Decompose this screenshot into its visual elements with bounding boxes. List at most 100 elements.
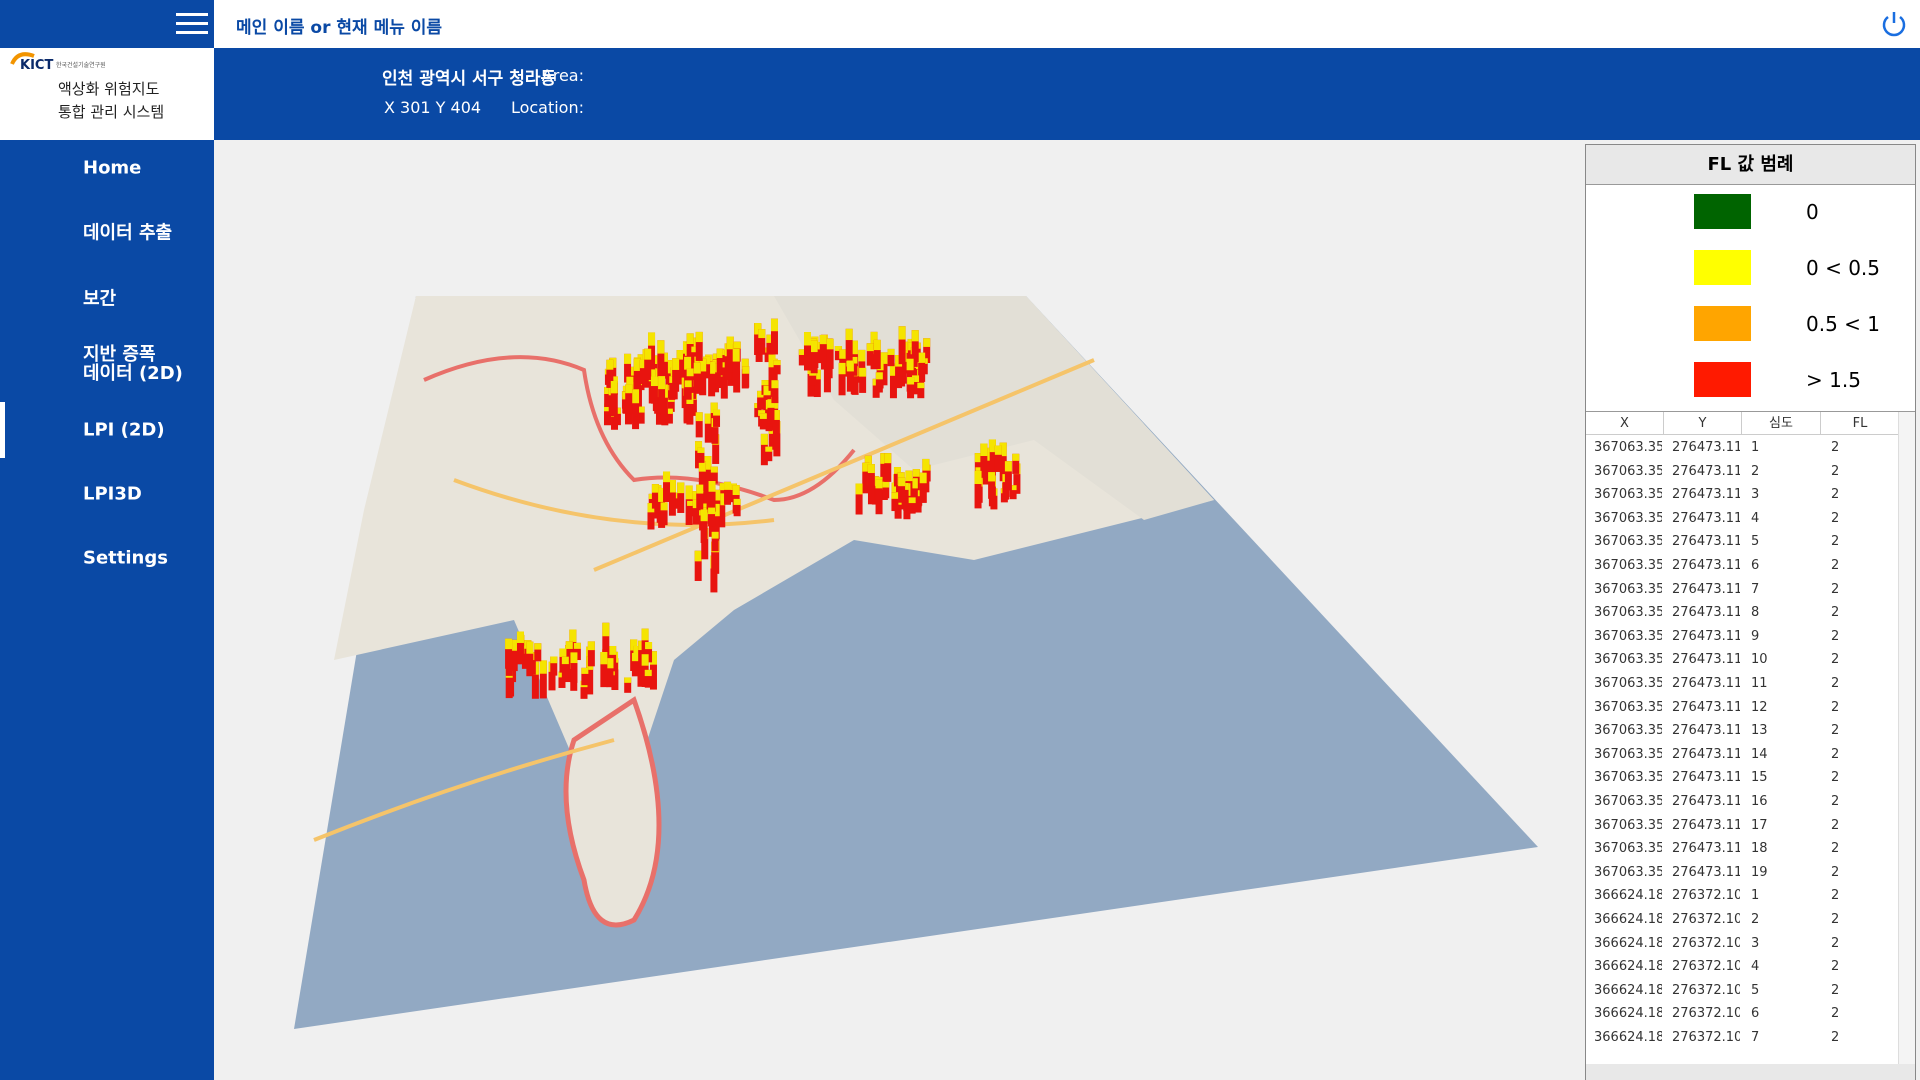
bar-top (641, 628, 649, 641)
bar-column (757, 390, 765, 410)
menu-label: LPI3D (83, 483, 142, 505)
bar-top (771, 380, 779, 389)
bar-top (767, 399, 775, 408)
hamburger-button[interactable] (176, 12, 208, 36)
bar-column (798, 349, 806, 366)
table-cell: 5 (1751, 534, 1760, 550)
bar-column (639, 359, 647, 385)
bar-column (672, 358, 680, 392)
bar-column (719, 483, 727, 504)
bar-column (760, 433, 768, 466)
system-name: 액상화 위험지도 (58, 80, 160, 98)
power-button[interactable] (1880, 10, 1908, 38)
bar-top (684, 380, 692, 388)
sidebar: KICT 한국건설기술연구원 액상화 위험지도 통합 관리 시스템 Home 데이… (0, 0, 214, 1080)
bar-top (741, 358, 749, 370)
table-cell: 19 (1751, 864, 1768, 880)
bar-top (600, 651, 608, 665)
table-cell: 2 (1831, 605, 1840, 621)
legend-panel: FL 값 범례 0 0 < 0.5 0.5 < 1 > 1.5 X Y 심도 FL 36706… (1585, 144, 1916, 1080)
bar-column (600, 651, 608, 688)
bar-top (660, 352, 668, 362)
bar-column (880, 352, 888, 386)
bar-top (732, 485, 740, 496)
table-cell: 366624.18 (1594, 982, 1662, 998)
bar-top (649, 651, 657, 665)
bar-column (606, 359, 614, 388)
bar-column (713, 409, 721, 427)
menu-item[interactable]: LPI (2D) (0, 402, 214, 458)
menu-item[interactable]: Settings (0, 530, 214, 586)
bar-column (526, 641, 534, 677)
bar-top (850, 340, 858, 355)
table-cell: 6 (1751, 558, 1760, 573)
bar-column (1004, 461, 1012, 491)
bar-top (695, 412, 703, 422)
column-header: 심도 (1742, 412, 1821, 435)
bar-column (712, 540, 720, 574)
bar-column (919, 472, 927, 503)
table-cell: 4 (1751, 510, 1760, 526)
bar-column (974, 453, 982, 480)
bar-column (606, 658, 614, 688)
bar-top (765, 446, 773, 452)
bar-top (696, 484, 704, 494)
menu-item[interactable]: 데이터 추출 (0, 205, 214, 261)
table-cell: 276473.11 (1672, 652, 1740, 668)
bar-top (891, 482, 899, 493)
menu-item[interactable]: LPI3D (0, 466, 214, 522)
table-cell: 2 (1831, 817, 1840, 833)
table-cell: 276372.10 (1672, 959, 1740, 975)
menu-item[interactable]: 지반 증폭 데이터 (2D) (0, 336, 214, 392)
bar-top (914, 490, 922, 497)
menu-item[interactable]: 보간 (0, 271, 214, 327)
bar-column (866, 343, 874, 366)
bar-top (912, 469, 920, 477)
bar-top (658, 376, 666, 390)
bar-column (687, 500, 695, 516)
bar-column (726, 336, 734, 373)
bar-top (859, 367, 867, 377)
table-cell: 367063.35 (1594, 676, 1662, 691)
bar-column (1012, 453, 1020, 474)
bar-column (906, 358, 914, 392)
bar-top (695, 441, 703, 451)
bar-column (694, 550, 702, 581)
bar-column (665, 360, 673, 399)
bar-column (645, 642, 653, 663)
bar-top (862, 462, 870, 472)
bar-top (719, 483, 727, 491)
menu-title: 메인 이름 or 현재 메뉴 이름 (236, 18, 443, 38)
bar-top (710, 402, 718, 414)
bar-top (550, 656, 558, 664)
bar-column (701, 528, 709, 560)
bar-column (898, 326, 906, 365)
bar-column (632, 389, 640, 430)
bar-column (733, 498, 741, 517)
bar-top (645, 642, 653, 650)
table-cell: 276473.11 (1672, 558, 1740, 573)
bar-column (693, 362, 701, 394)
bar-column (602, 622, 610, 662)
table-cell: 2 (1751, 912, 1760, 927)
table-cell: 2 (1831, 558, 1840, 573)
table-cell: 276473.11 (1672, 628, 1740, 644)
bar-top (657, 340, 665, 354)
bar-column (637, 406, 645, 424)
map-3d[interactable] (214, 140, 1582, 1080)
legend-label: 0.5 < 1 (1806, 312, 1881, 336)
table-cell: 367063.35 (1594, 534, 1662, 550)
bar-top (676, 350, 684, 360)
area-value: 인천 광역시 서구 청라동 (382, 69, 557, 89)
bar-top (693, 362, 701, 374)
bar-top (880, 453, 888, 464)
legend-item: 0 < 0.5 (1586, 240, 1915, 296)
area-label: Area: (541, 66, 584, 85)
land (774, 296, 1214, 520)
menu-item[interactable]: Home (0, 140, 214, 196)
table-cell: 7 (1751, 581, 1760, 597)
bar-top (880, 352, 888, 364)
bar-column (651, 484, 659, 509)
bar-top (898, 326, 906, 340)
